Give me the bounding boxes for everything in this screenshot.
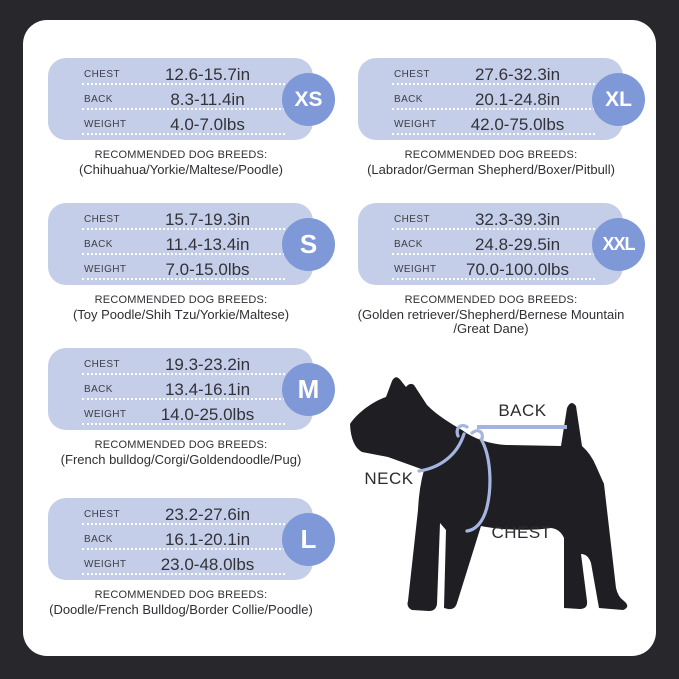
weight-label: WEIGHT: [84, 559, 127, 570]
measure-row-chest: CHEST 12.6-15.7in: [48, 62, 313, 87]
measure-row-weight: WEIGHT 70.0-100.0lbs: [358, 257, 623, 282]
weight-value: 4.0-7.0lbs: [170, 114, 245, 134]
size-badge: L: [282, 513, 335, 566]
size-card-xs: CHEST 12.6-15.7in BACK 8.3-11.4in WEIGHT…: [48, 58, 335, 177]
back-value: 24.8-29.5in: [474, 234, 561, 254]
breeds-list: (French bulldog/Corgi/Goldendoodle/Pug): [60, 452, 302, 467]
size-card-s: CHEST 15.7-19.3in BACK 11.4-13.4in WEIGH…: [48, 203, 335, 322]
measurement-card: CHEST 23.2-27.6in BACK 16.1-20.1in WEIGH…: [48, 498, 335, 580]
recommended-heading: RECOMMENDED DOG BREEDS:: [94, 294, 268, 306]
weight-label: WEIGHT: [84, 119, 127, 130]
recommended-heading: RECOMMENDED DOG BREEDS:: [404, 149, 578, 161]
measure-row-chest: CHEST 32.3-39.3in: [358, 207, 623, 232]
back-value: 16.1-20.1in: [164, 529, 251, 549]
dog-silhouette-illustration: [350, 377, 628, 611]
measure-row-weight: WEIGHT 14.0-25.0lbs: [48, 402, 313, 427]
neck-strap: [417, 432, 466, 473]
measure-row-back: BACK 20.1-24.8in: [358, 87, 623, 112]
recommended-heading: RECOMMENDED DOG BREEDS:: [94, 439, 268, 451]
weight-value: 23.0-48.0lbs: [160, 554, 255, 574]
measurement-card: CHEST 12.6-15.7in BACK 8.3-11.4in WEIGHT…: [48, 58, 335, 140]
breeds-list: (Golden retriever/Shepherd/Bernese Mount…: [357, 307, 625, 322]
girth-strap-end-curl: [470, 429, 484, 441]
back-value: 20.1-24.8in: [474, 89, 561, 109]
measure-row-chest: CHEST 19.3-23.2in: [48, 352, 313, 377]
breeds-list-line2: /Great Dane): [453, 321, 529, 336]
chest-label: CHEST: [84, 214, 120, 225]
weight-label: WEIGHT: [394, 264, 437, 275]
size-card-xl: CHEST 27.6-32.3in BACK 20.1-24.8in WEIGH…: [358, 58, 645, 177]
measure-row-back: BACK 11.4-13.4in: [48, 232, 313, 257]
breeds-list: (Doodle/French Bulldog/Border Collie/Poo…: [49, 602, 313, 617]
back-label: BACK: [84, 384, 113, 395]
measure-row-chest: CHEST 23.2-27.6in: [48, 502, 313, 527]
back-label: BACK: [394, 94, 423, 105]
measure-row-back: BACK 16.1-20.1in: [48, 527, 313, 552]
chest-label: CHEST: [84, 359, 120, 370]
breeds-list: (Labrador/German Shepherd/Boxer/Pitbull): [367, 162, 615, 177]
back-label: BACK: [84, 239, 113, 250]
weight-value: 14.0-25.0lbs: [160, 404, 255, 424]
size-chart-panel: CHEST 12.6-15.7in BACK 8.3-11.4in WEIGHT…: [23, 20, 656, 656]
chest-value: 19.3-23.2in: [164, 354, 251, 374]
measurement-card: CHEST 27.6-32.3in BACK 20.1-24.8in WEIGH…: [358, 58, 645, 140]
measure-row-back: BACK 24.8-29.5in: [358, 232, 623, 257]
weight-value: 7.0-15.0lbs: [165, 259, 250, 279]
measure-row-chest: CHEST 27.6-32.3in: [358, 62, 623, 87]
recommended-heading: RECOMMENDED DOG BREEDS:: [94, 149, 268, 161]
size-badge: XXL: [592, 218, 645, 271]
size-badge: XS: [282, 73, 335, 126]
back-measure-label: BACK: [498, 401, 547, 420]
weight-value: 42.0-75.0lbs: [470, 114, 565, 134]
back-label: BACK: [84, 94, 113, 105]
chest-label: CHEST: [394, 214, 430, 225]
chest-label: CHEST: [84, 509, 120, 520]
recommended-heading: RECOMMENDED DOG BREEDS:: [94, 589, 268, 601]
size-card-xxl: CHEST 32.3-39.3in BACK 24.8-29.5in WEIGH…: [358, 203, 645, 336]
chest-value: 32.3-39.3in: [474, 209, 561, 229]
size-badge: M: [282, 363, 335, 416]
weight-label: WEIGHT: [84, 409, 127, 420]
chest-value: 27.6-32.3in: [474, 64, 561, 84]
back-value: 13.4-16.1in: [164, 379, 251, 399]
chest-value: 15.7-19.3in: [164, 209, 251, 229]
weight-value: 70.0-100.0lbs: [465, 259, 570, 279]
measure-row-weight: WEIGHT 4.0-7.0lbs: [48, 112, 313, 137]
measure-row-weight: WEIGHT 23.0-48.0lbs: [48, 552, 313, 577]
breeds-list: (Chihuahua/Yorkie/Maltese/Poodle): [78, 162, 284, 177]
measurement-card: CHEST 15.7-19.3in BACK 11.4-13.4in WEIGH…: [48, 203, 335, 285]
chest-measure-label: CHEST: [491, 523, 552, 542]
dog-measurement-diagram: BACK NECK CHEST: [340, 360, 670, 660]
back-value: 11.4-13.4in: [165, 234, 250, 254]
measure-row-back: BACK 8.3-11.4in: [48, 87, 313, 112]
neck-strap-end-curl: [455, 424, 469, 438]
chest-value: 12.6-15.7in: [164, 64, 251, 84]
chest-value: 23.2-27.6in: [164, 504, 251, 524]
weight-label: WEIGHT: [394, 119, 437, 130]
back-value: 8.3-11.4in: [170, 89, 245, 109]
size-card-l: CHEST 23.2-27.6in BACK 16.1-20.1in WEIGH…: [48, 498, 335, 617]
measure-row-weight: WEIGHT 7.0-15.0lbs: [48, 257, 313, 282]
chest-girth-strap: [465, 437, 492, 533]
breeds-list: (Toy Poodle/Shih Tzu/Yorkie/Maltese): [72, 307, 290, 322]
harness-straps: [417, 424, 492, 533]
recommended-heading: RECOMMENDED DOG BREEDS:: [404, 294, 578, 306]
neck-measure-label: NECK: [364, 469, 414, 488]
measurement-card: CHEST 19.3-23.2in BACK 13.4-16.1in WEIGH…: [48, 348, 335, 430]
measure-row-back: BACK 13.4-16.1in: [48, 377, 313, 402]
size-card-m: CHEST 19.3-23.2in BACK 13.4-16.1in WEIGH…: [48, 348, 335, 467]
size-badge: XL: [592, 73, 645, 126]
measure-row-weight: WEIGHT 42.0-75.0lbs: [358, 112, 623, 137]
measure-row-chest: CHEST 15.7-19.3in: [48, 207, 313, 232]
measurement-card: CHEST 32.3-39.3in BACK 24.8-29.5in WEIGH…: [358, 203, 645, 285]
back-label: BACK: [394, 239, 423, 250]
chest-label: CHEST: [84, 69, 120, 80]
size-badge: S: [282, 218, 335, 271]
back-label: BACK: [84, 534, 113, 545]
chest-label: CHEST: [394, 69, 430, 80]
weight-label: WEIGHT: [84, 264, 127, 275]
